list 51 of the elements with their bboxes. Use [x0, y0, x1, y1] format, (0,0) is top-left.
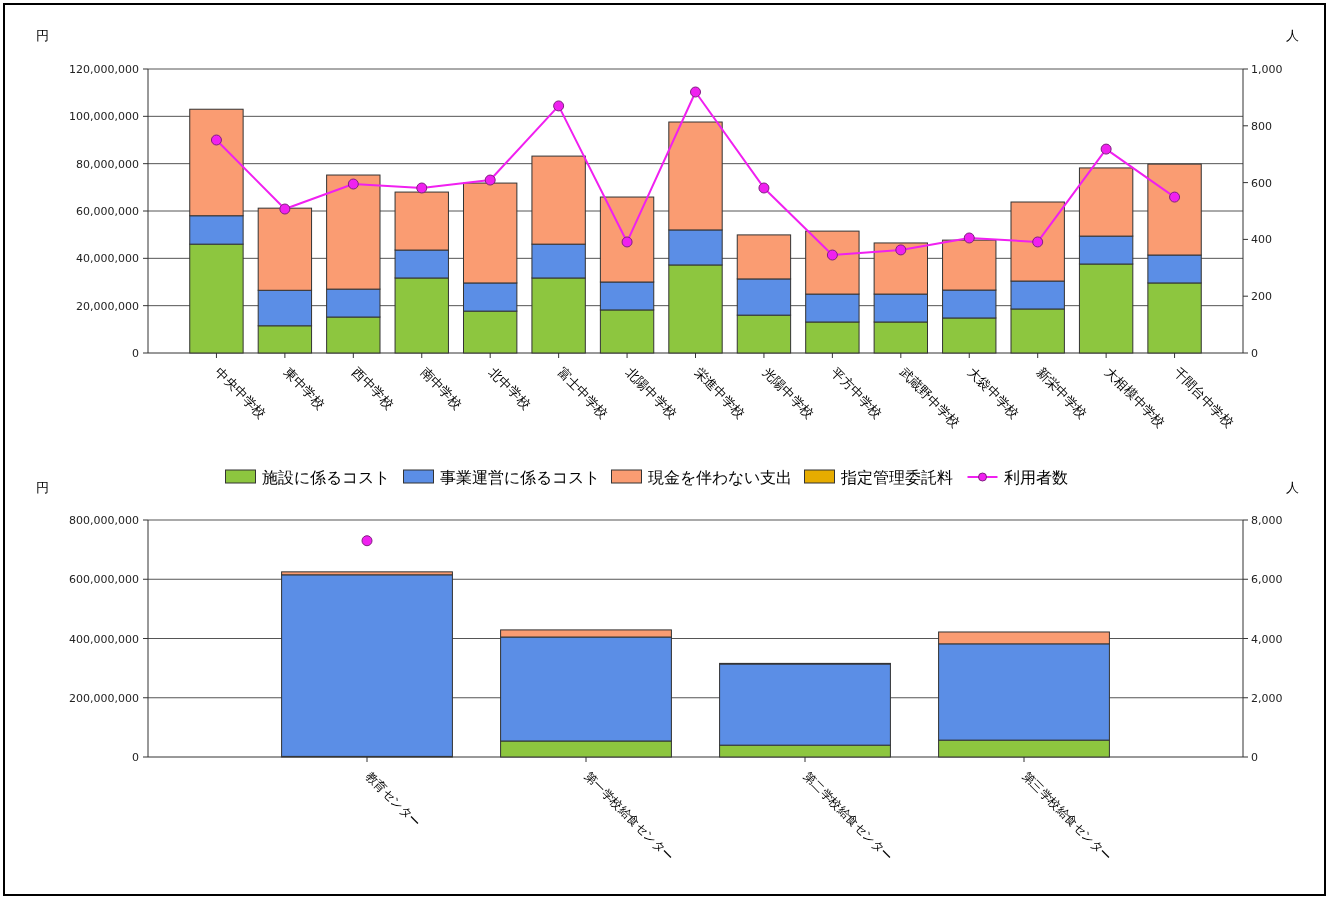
- x-tick-label: 大相模中学校: [1102, 364, 1168, 431]
- y2-tick-label: 200: [1251, 290, 1272, 304]
- x-tick-label: 西中学校: [349, 364, 397, 412]
- y2-axis-title: 人: [1285, 480, 1299, 495]
- y2-tick-label: 8,000: [1251, 514, 1283, 527]
- y2-tick-label: 6,000: [1251, 573, 1283, 587]
- x-tick-label: 中央中学校: [212, 364, 269, 422]
- y2-tick-label: 600: [1251, 176, 1272, 190]
- y-tick-label: 200,000,000: [69, 691, 139, 705]
- y-tick-label: 400,000,000: [69, 632, 139, 646]
- y-axis-title: 円: [35, 480, 49, 495]
- x-tick-label: 第一学校給食センター: [581, 769, 677, 864]
- y-tick-label: 100,000,000: [69, 110, 139, 124]
- y2-tick-label: 0: [1251, 347, 1258, 360]
- y-tick-label: 800,000,000: [69, 514, 139, 527]
- y2-tick-label: 1,000: [1251, 63, 1283, 76]
- x-tick-label: 第二学校給食センター: [800, 769, 896, 864]
- x-tick-label: 東中学校: [280, 364, 329, 412]
- x-tick-label: 光陽中学校: [759, 364, 817, 422]
- y2-tick-label: 400: [1251, 233, 1272, 247]
- x-tick-label: 教育センター: [362, 769, 424, 831]
- legend-label: 指定管理委託料: [839, 468, 953, 487]
- y-tick-label: 20,000,000: [76, 299, 139, 313]
- y-tick-label: 40,000,000: [76, 252, 139, 266]
- x-tick-label: 栄進中学校: [691, 364, 748, 422]
- y2-tick-label: 4,000: [1251, 632, 1283, 646]
- y2-tick-label: 2,000: [1251, 691, 1283, 705]
- y2-tick-label: 800: [1251, 119, 1272, 133]
- y-axis-title: 円: [35, 28, 49, 43]
- x-tick-label: 南中学校: [417, 364, 465, 412]
- x-tick-label: 武蔵野中学校: [896, 364, 963, 431]
- legend-label: 事業運営に係るコスト: [439, 468, 600, 487]
- legend-label: 現金を伴わない支出: [647, 468, 792, 487]
- y2-tick-label: 0: [1251, 751, 1258, 764]
- y-tick-label: 0: [132, 347, 139, 360]
- y-tick-label: 0: [132, 751, 139, 764]
- x-tick-label: 富士中学校: [554, 364, 612, 422]
- x-tick-label: 第三学校給食センター: [1019, 769, 1115, 864]
- y-tick-label: 80,000,000: [76, 157, 139, 171]
- y-tick-label: 60,000,000: [76, 205, 139, 218]
- x-tick-label: 北中学校: [486, 364, 534, 412]
- legend-label: 利用者数: [1003, 468, 1068, 487]
- x-tick-label: 北陽中学校: [622, 364, 680, 422]
- y-tick-label: 120,000,000: [69, 63, 139, 76]
- x-tick-label: 新栄中学校: [1033, 364, 1091, 422]
- x-tick-label: 千間台中学校: [1170, 364, 1237, 431]
- x-tick-label: 大袋中学校: [965, 364, 1022, 422]
- y-tick-label: 600,000,000: [69, 573, 139, 587]
- legend-label: 施設に係るコスト: [261, 468, 390, 487]
- y2-axis-title: 人: [1285, 28, 1299, 43]
- x-tick-label: 平方中学校: [828, 364, 885, 422]
